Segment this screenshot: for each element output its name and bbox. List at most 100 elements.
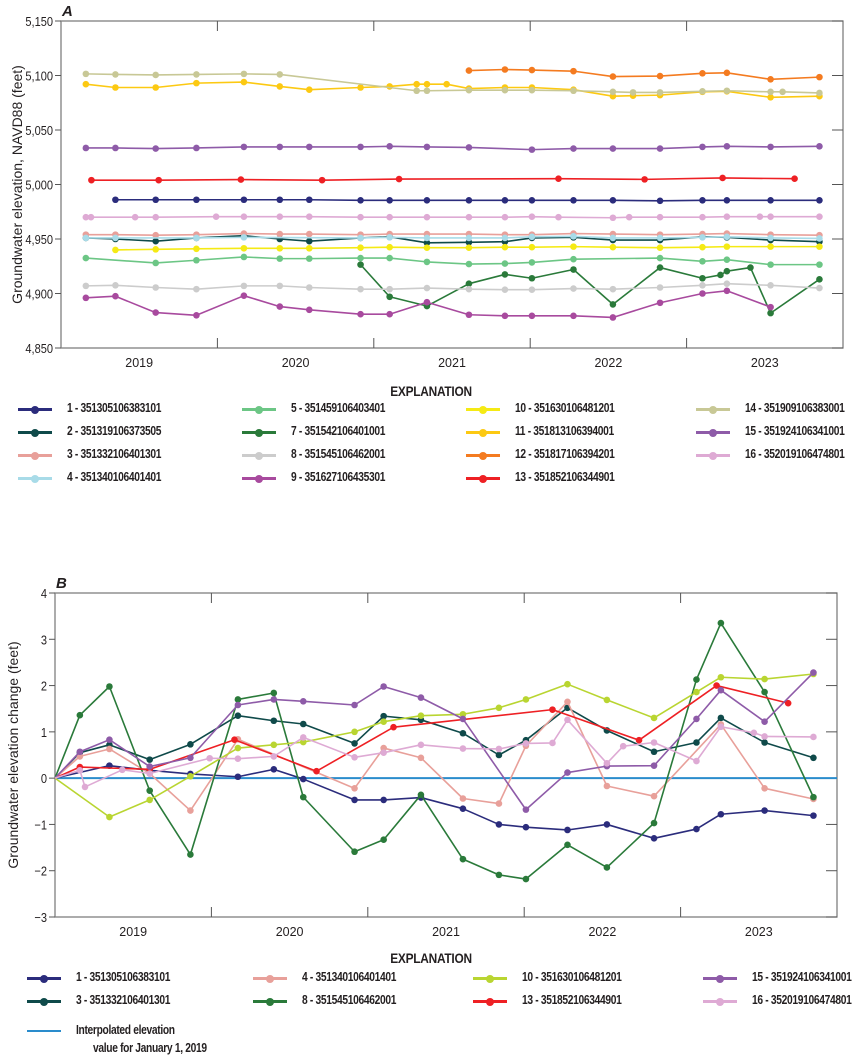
data-point bbox=[152, 231, 159, 239]
data-point bbox=[656, 89, 664, 96]
data-point bbox=[423, 298, 431, 306]
data-point bbox=[82, 213, 90, 221]
legend-label: 16 - 352019106474801 bbox=[745, 447, 845, 461]
data-point bbox=[767, 234, 774, 242]
data-point bbox=[767, 143, 774, 151]
data-point bbox=[459, 745, 467, 752]
data-point bbox=[423, 284, 431, 292]
x-tick-label: 2021 bbox=[438, 356, 466, 370]
data-point bbox=[152, 196, 159, 204]
data-point bbox=[112, 144, 119, 152]
data-point bbox=[413, 80, 420, 88]
data-point bbox=[299, 698, 307, 705]
data-point bbox=[650, 748, 658, 756]
data-point bbox=[699, 88, 706, 95]
data-point bbox=[555, 213, 562, 221]
legend-swatch bbox=[242, 428, 276, 437]
data-point bbox=[234, 773, 242, 781]
data-point bbox=[816, 197, 823, 204]
data-point bbox=[761, 675, 768, 683]
data-point bbox=[501, 312, 509, 320]
series-line bbox=[54, 764, 814, 840]
panel-a: A 4,850 4,900 4,950 5,000 5,050 5,100 5,150 2019… bbox=[9, 3, 844, 370]
data-point bbox=[423, 143, 431, 151]
series-1 bbox=[112, 196, 823, 205]
data-point bbox=[206, 754, 213, 762]
legend-label-interpolated-line2: value for January 1, 2019 bbox=[93, 1041, 207, 1055]
data-point bbox=[699, 274, 706, 282]
legend-marker bbox=[479, 474, 487, 483]
data-point bbox=[87, 213, 95, 221]
data-point bbox=[570, 87, 577, 95]
data-point bbox=[351, 796, 358, 804]
legend-label: 10 - 351630106481201 bbox=[522, 970, 622, 984]
data-point bbox=[501, 86, 509, 94]
data-point bbox=[465, 213, 473, 221]
data-point bbox=[351, 848, 358, 856]
legend-swatch bbox=[703, 997, 737, 1006]
data-point bbox=[193, 144, 200, 152]
data-point bbox=[459, 715, 467, 723]
legend-swatch bbox=[473, 974, 507, 983]
data-point bbox=[693, 825, 700, 833]
panel-label: B bbox=[56, 575, 67, 592]
data-point bbox=[82, 80, 90, 88]
data-point bbox=[305, 255, 313, 262]
data-point bbox=[619, 742, 627, 750]
data-point bbox=[650, 739, 658, 746]
data-point bbox=[276, 196, 284, 204]
data-point bbox=[528, 146, 536, 153]
data-point bbox=[395, 175, 403, 183]
data-point bbox=[351, 728, 358, 736]
data-point bbox=[501, 213, 509, 221]
data-point bbox=[299, 738, 307, 746]
data-point bbox=[357, 244, 364, 252]
data-point bbox=[816, 143, 823, 150]
data-point bbox=[423, 197, 431, 204]
data-point bbox=[234, 696, 242, 703]
data-point bbox=[357, 143, 364, 151]
data-point bbox=[791, 175, 798, 183]
data-point bbox=[305, 143, 313, 151]
data-point bbox=[231, 736, 238, 744]
legend-label: 12 - 351817106394201 bbox=[515, 447, 615, 461]
data-point bbox=[603, 696, 611, 704]
data-point bbox=[212, 213, 220, 220]
data-point bbox=[305, 237, 313, 245]
data-point bbox=[423, 258, 431, 266]
series-line bbox=[54, 719, 814, 788]
data-point bbox=[152, 246, 159, 253]
data-point bbox=[767, 303, 774, 311]
y-tick-label: 5,000 bbox=[25, 178, 53, 193]
data-point bbox=[193, 245, 200, 253]
data-point bbox=[146, 756, 153, 763]
legend-swatch bbox=[466, 474, 500, 483]
legend-marker bbox=[709, 451, 717, 460]
data-point bbox=[82, 234, 90, 242]
data-point bbox=[570, 285, 577, 292]
data-point bbox=[106, 683, 113, 690]
data-point bbox=[810, 669, 817, 676]
data-point bbox=[501, 286, 509, 293]
data-point bbox=[380, 718, 387, 725]
data-point bbox=[152, 145, 159, 152]
y-axis-label: Groundwater elevation, NAVD88 (feet) bbox=[9, 65, 25, 304]
data-point bbox=[656, 254, 664, 262]
data-point bbox=[693, 676, 700, 683]
data-point bbox=[528, 286, 536, 293]
legend-label: 9 - 351627106435301 bbox=[291, 470, 386, 484]
data-point bbox=[501, 243, 509, 251]
legend-marker bbox=[31, 405, 39, 414]
data-point bbox=[501, 271, 509, 278]
legend-marker bbox=[255, 428, 263, 437]
data-point bbox=[465, 197, 473, 204]
data-point bbox=[699, 282, 706, 289]
data-point bbox=[641, 176, 648, 183]
data-point bbox=[528, 274, 536, 282]
data-point bbox=[719, 174, 726, 182]
data-point bbox=[357, 213, 364, 221]
data-point bbox=[76, 748, 84, 756]
legend-swatch bbox=[466, 405, 500, 414]
series-line bbox=[85, 73, 820, 94]
data-point bbox=[240, 292, 248, 299]
